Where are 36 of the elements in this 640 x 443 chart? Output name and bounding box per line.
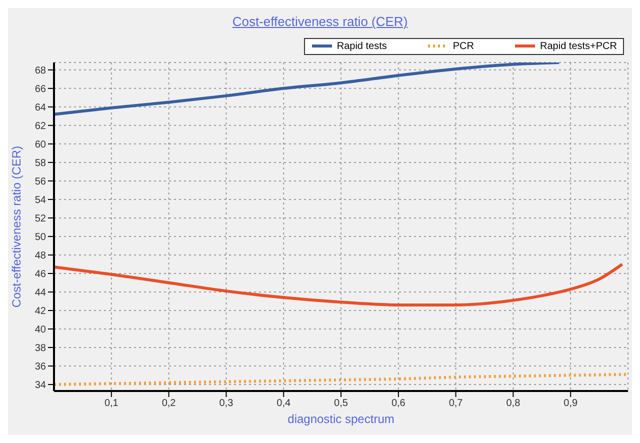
chart-title: Cost-effectiveness ratio (CER) (231, 13, 409, 31)
line-series (54, 372, 628, 386)
x-tick-label: 0,6 (391, 398, 406, 410)
y-tick-label: 34 (34, 380, 46, 392)
y-tick-label: 56 (34, 176, 46, 188)
x-tick-label: 0,3 (219, 398, 234, 410)
y-tick-label: 64 (34, 102, 46, 114)
y-tick-label: 60 (34, 139, 46, 150)
y-tick-label: 58 (34, 158, 46, 169)
x-tick-label: 0,4 (276, 398, 291, 410)
x-tick-label: 0,1 (104, 398, 119, 410)
y-tick-label: 36 (34, 362, 46, 373)
y-tick-label: 50 (34, 232, 46, 244)
x-tick-label: 0,2 (162, 398, 176, 410)
y-tick-label: 42 (34, 306, 46, 318)
y-tick-label: 68 (34, 65, 46, 76)
y-tick-label: 66 (34, 84, 46, 95)
y-axis-title: Cost-effectiveness ratio (CER) (9, 146, 24, 308)
y-tick-label: 40 (34, 324, 46, 336)
x-tick-label: 0,9 (564, 398, 578, 410)
y-tick-label: 44 (34, 288, 46, 299)
y-tick-label: 62 (34, 120, 46, 132)
x-tick-label: 0,5 (334, 398, 348, 410)
line-series (54, 62, 561, 116)
line-series (54, 262, 624, 306)
y-tick-label: 52 (34, 214, 46, 225)
legend-label: Rapid tests (336, 40, 387, 52)
legend-label: PCR (452, 40, 474, 52)
y-tick-label: 48 (34, 250, 46, 262)
legend-label: Rapid tests+PCR (540, 40, 617, 52)
x-axis-title: diagnostic spectrum (288, 412, 394, 426)
y-tick-label: 46 (34, 269, 46, 280)
y-tick-label: 38 (34, 343, 46, 354)
y-tick-label: 54 (34, 195, 46, 206)
x-tick-label: 0,8 (506, 398, 521, 410)
x-tick-label: 0,7 (448, 398, 464, 410)
